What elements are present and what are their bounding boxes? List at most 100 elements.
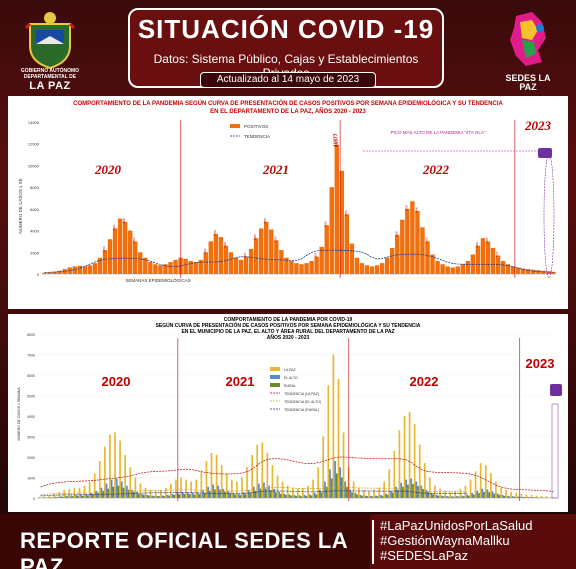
bar-0 xyxy=(413,424,416,498)
bar-0 xyxy=(53,493,55,498)
bar xyxy=(279,250,284,274)
bar xyxy=(379,263,385,274)
bar-2 xyxy=(137,493,140,498)
bar-2 xyxy=(71,496,74,498)
bar-2 xyxy=(376,496,379,498)
bar-2 xyxy=(153,495,155,498)
y-axis-label: NÚMERO DE CASOS x SE xyxy=(17,178,23,233)
bar-0 xyxy=(205,461,208,498)
bar-2 xyxy=(229,493,231,498)
bar-1 xyxy=(197,492,199,498)
bar-2 xyxy=(102,490,105,498)
bar-1 xyxy=(115,478,118,498)
bar-2 xyxy=(386,494,389,498)
bar-2 xyxy=(412,484,414,498)
bar xyxy=(475,245,481,274)
bar-0 xyxy=(251,454,253,498)
bar-0 xyxy=(540,495,543,498)
bar-1 xyxy=(146,494,149,498)
hand-pointer-icon xyxy=(550,384,562,396)
bar xyxy=(334,145,340,274)
bar-1 xyxy=(374,495,377,498)
bar-1 xyxy=(298,495,301,498)
hashtag-2: #GestiónWaynaMallku xyxy=(380,533,510,548)
bar-2 xyxy=(239,495,242,498)
bar-0 xyxy=(373,489,375,498)
bar-1 xyxy=(501,494,504,498)
bar-0 xyxy=(261,442,264,498)
bar xyxy=(62,269,67,274)
bar-0 xyxy=(520,493,523,498)
bar xyxy=(435,260,440,274)
y-tick-label: 0 xyxy=(33,497,35,501)
bar xyxy=(480,238,486,274)
bar-2 xyxy=(310,495,313,498)
bar-0 xyxy=(291,487,294,498)
bar-2 xyxy=(427,492,430,498)
bar-1 xyxy=(385,493,387,498)
year-label-2020: 2020 xyxy=(94,162,122,177)
bar-0 xyxy=(246,467,248,498)
bar-1 xyxy=(491,491,494,498)
trend-line xyxy=(44,249,554,273)
bar-2 xyxy=(488,492,490,498)
bar xyxy=(364,265,370,274)
bar-2 xyxy=(274,492,277,498)
legend-label-positivos: POSITIVOS xyxy=(244,124,268,129)
year-label-2022: 2022 xyxy=(422,162,450,177)
bar-1 xyxy=(461,495,463,498)
bar-0 xyxy=(332,354,335,498)
bar-1 xyxy=(75,495,77,498)
bar-0 xyxy=(469,479,472,498)
bar-data-label: 3600 xyxy=(394,230,398,236)
y-tick-label: 4000 xyxy=(27,415,35,419)
bar-1 xyxy=(237,493,240,498)
bar-1 xyxy=(308,494,311,498)
bar xyxy=(138,252,143,274)
bar-2 xyxy=(498,494,501,498)
bar-data-label: 5500 xyxy=(344,210,348,216)
bar-1 xyxy=(410,478,413,498)
year-label-2021: 2021 xyxy=(262,162,289,177)
bar-0 xyxy=(286,485,289,498)
bar-2 xyxy=(356,494,358,498)
bar xyxy=(253,238,259,274)
bar-1 xyxy=(395,486,397,498)
bar-0 xyxy=(337,379,340,498)
bar xyxy=(349,243,355,274)
y-tick-label: 2000 xyxy=(27,456,35,460)
bar-data-label: 2200 xyxy=(102,246,106,252)
bar-0 xyxy=(418,444,421,498)
bar-data-label: 4500 xyxy=(324,221,328,227)
bar xyxy=(395,234,400,274)
bar-data-label: 3000 xyxy=(132,237,136,243)
bar-0 xyxy=(230,479,233,498)
bar xyxy=(52,271,57,274)
bar-0 xyxy=(525,494,528,498)
bar-0 xyxy=(134,477,137,498)
bar xyxy=(208,241,214,274)
bar-2 xyxy=(320,492,323,498)
bar-data-label: 6000 xyxy=(404,204,408,210)
bar-2 xyxy=(285,494,287,498)
chart1-title: COMPORTAMIENTO DE LA PANDEMIA SEGÚN CURV… xyxy=(73,101,503,107)
bar xyxy=(526,269,531,274)
bar xyxy=(218,237,224,274)
bar-1 xyxy=(105,483,108,498)
bar-0 xyxy=(363,489,365,498)
trend-line-1 xyxy=(40,486,468,496)
bar-2 xyxy=(447,496,450,498)
bar xyxy=(193,262,198,274)
bar xyxy=(158,265,163,274)
bar-0 xyxy=(109,434,111,498)
bar-1 xyxy=(110,479,113,498)
bar-1 xyxy=(537,497,540,498)
bar xyxy=(112,228,118,274)
bar-2 xyxy=(330,478,333,498)
bar-2 xyxy=(503,495,506,498)
bar-0 xyxy=(114,432,116,498)
bar xyxy=(289,260,294,274)
bar xyxy=(198,259,203,274)
legend-label: TENDENCIA (RURAL) xyxy=(284,408,319,412)
bar xyxy=(374,265,380,274)
